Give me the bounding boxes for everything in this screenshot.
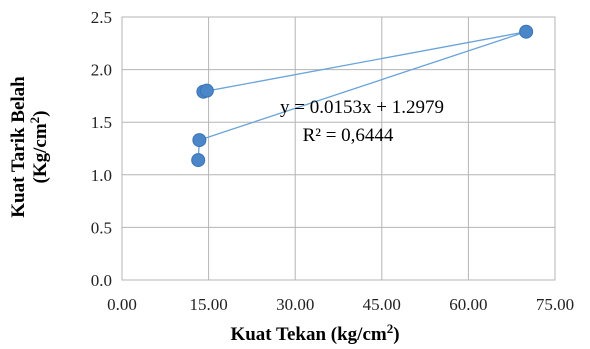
x-tick-label: 75.00 [536, 295, 574, 314]
data-point [191, 153, 206, 168]
x-tick-labels: 0.00 15.00 30.00 45.00 60.00 75.00 [107, 295, 574, 314]
y-tick-label: 0.0 [91, 271, 112, 290]
plot-area-border [121, 16, 556, 281]
x-tick-label: 15.00 [189, 295, 227, 314]
trendline-equation: y = 0.0153x + 1.2979 [280, 97, 444, 118]
x-tick-label: 60.00 [449, 295, 487, 314]
data-point [519, 24, 534, 39]
x-tick-label: 0.00 [107, 295, 137, 314]
data-point [199, 83, 214, 98]
y-tick-label: 2.5 [91, 8, 112, 27]
r-squared-label: R² = 0,6444 [303, 125, 394, 146]
x-axis-title: Kuat Tekan (kg/cm2) [230, 321, 399, 345]
x-tick-label: 45.00 [363, 295, 401, 314]
y-tick-labels: 0.0 0.5 1.0 1.5 2.0 2.5 [91, 8, 112, 290]
grid-lines [121, 16, 556, 281]
y-tick-label: 2.0 [91, 61, 112, 80]
y-axis-unit: (Kg/cm2) [27, 111, 51, 184]
y-tick-label: 1.0 [91, 166, 112, 185]
y-tick-label: 1.5 [91, 113, 112, 132]
plot-frame [121, 16, 556, 281]
y-tick-label: 0.5 [91, 218, 112, 237]
data-point [192, 133, 207, 148]
x-tick-label: 30.00 [276, 295, 314, 314]
y-axis-title: Kuat Tarik Belah [8, 76, 29, 218]
data-series [191, 24, 534, 168]
